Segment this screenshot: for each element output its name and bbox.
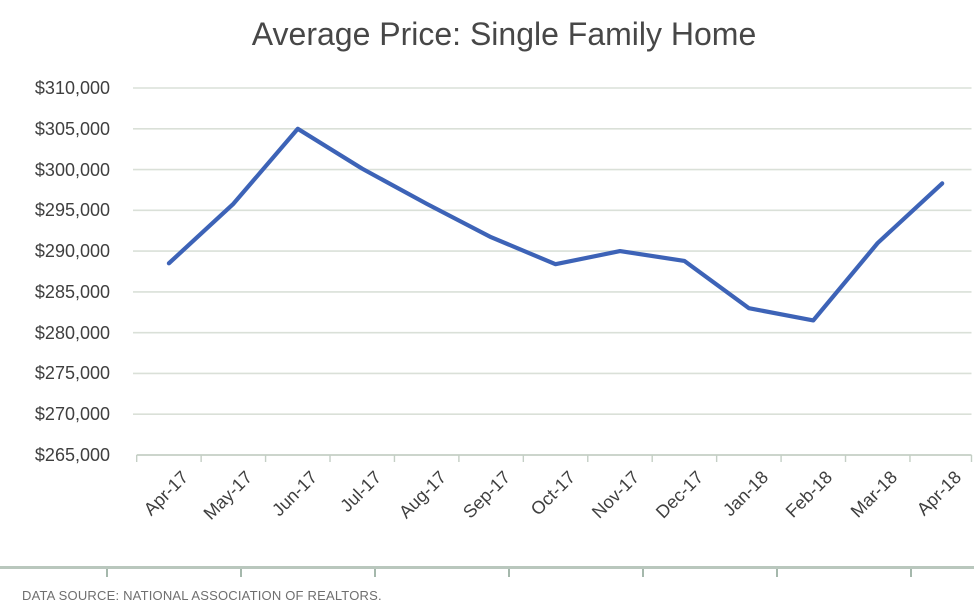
x-axis-tick-label: Nov-17 [587,467,644,523]
x-axis-tick-label: Apr-18 [912,467,966,520]
x-axis-tick-label: Sep-17 [459,467,515,523]
y-axis-tick-label: $290,000 [34,241,110,262]
ruler-tick [106,569,108,577]
line-plot [133,87,973,462]
x-axis-tick-label: Jun-17 [267,467,321,521]
y-axis-tick-label: $275,000 [34,363,110,384]
x-axis-tick-label: Apr-17 [139,467,193,520]
x-axis-tick-label: Mar-18 [846,467,901,522]
x-axis-tick-label: Jan-18 [718,467,773,521]
x-axis-tick-label: Jul-17 [336,467,386,516]
y-axis-tick-label: $270,000 [34,404,110,425]
y-axis-tick-label: $285,000 [34,281,110,302]
y-axis-labels: $265,000 $270,000 $275,000 $280,000 $285,000… [0,0,112,520]
y-axis-tick-label: $265,000 [34,445,110,465]
ruler-tick [642,569,644,577]
y-axis-tick-label: $305,000 [34,118,110,139]
ruler-tick [508,569,510,577]
source-note: DATA SOURCE: NATIONAL ASSOCIATION OF REA… [22,588,382,603]
x-axis-tick-label: May-17 [199,467,257,524]
y-axis-tick-label: $300,000 [34,159,110,180]
x-axis-tick-label: Dec-17 [652,467,708,523]
y-axis-tick-label: $280,000 [34,322,110,343]
y-axis-tick-label: $310,000 [34,78,110,98]
x-axis-tick-label: Aug-17 [394,467,450,523]
x-axis-tick-label: Oct-17 [526,467,579,520]
x-axis-tick-label: Feb-18 [781,467,837,522]
ruler-tick [240,569,242,577]
price-series-line [166,126,945,323]
chart-title: Average Price: Single Family Home [251,16,757,52]
y-axis-tick-label: $295,000 [34,200,110,221]
ruler-tick [776,569,778,577]
ruler-tick [374,569,376,577]
ruler-tick [910,569,912,577]
x-axis-labels: Apr-17 May-17 Jun-17 Jul-17 Aug-17 Sep-17 Oct-… [139,467,966,524]
bottom-rule [0,566,974,569]
